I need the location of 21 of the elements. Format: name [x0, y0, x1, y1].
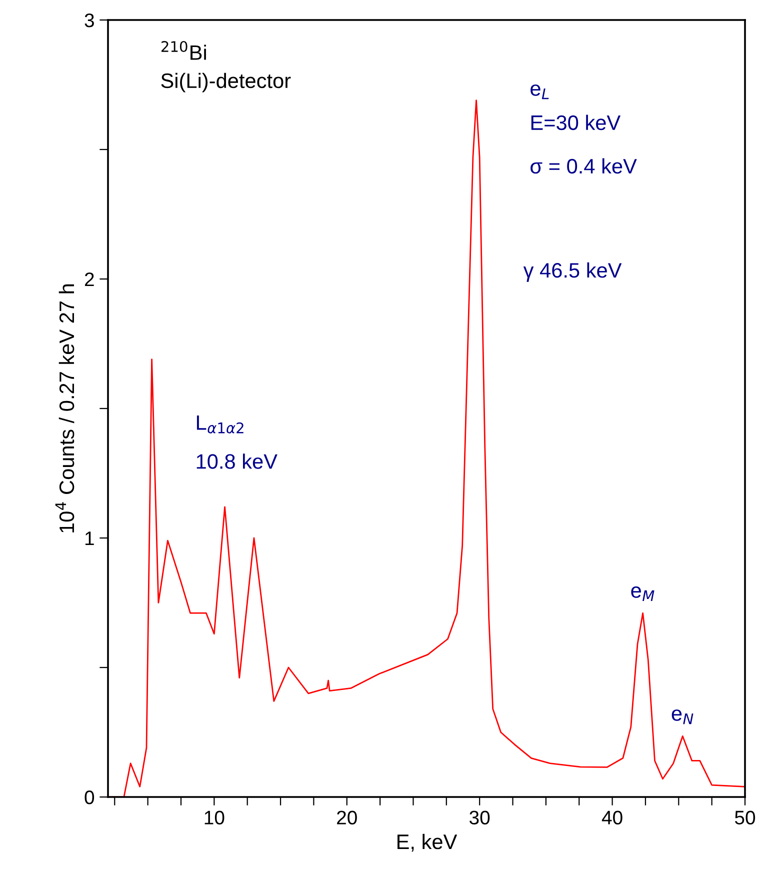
annotation: Si(Li)-detector [161, 72, 291, 92]
annotation: γ 46.5 keV [523, 262, 622, 282]
x-axis-title: E, keV [398, 834, 458, 852]
y-axis-title: 10$^{4}$ Counts / 0.27 keV 27 h [55, 284, 74, 532]
x-tick-label: 50 [734, 810, 756, 824]
annotation: e$_{N}$ [672, 709, 694, 724]
annotation: e$_{L}$ [530, 84, 549, 100]
x-tick-label: 10 [204, 810, 224, 824]
y-tick-label: 2 [84, 272, 94, 286]
x-tick-label: 30 [470, 810, 490, 824]
y-tick-label: 3 [84, 13, 94, 28]
y-tick-label: 1 [85, 532, 94, 546]
x-tick-label: 20 [337, 810, 357, 824]
annotation: E=30 keV [531, 114, 621, 130]
annotation: 10.8 keV [196, 454, 278, 469]
annotation: $^{210}$Bi [162, 41, 206, 60]
annotation: e$_{M}$ [631, 586, 654, 602]
annotation: σ = 0.4 keV [530, 158, 637, 174]
x-tick-label: 40 [602, 810, 622, 824]
annotation: L$_{α1α2}$ [196, 415, 244, 434]
y-tick-label: 0 [84, 790, 94, 804]
